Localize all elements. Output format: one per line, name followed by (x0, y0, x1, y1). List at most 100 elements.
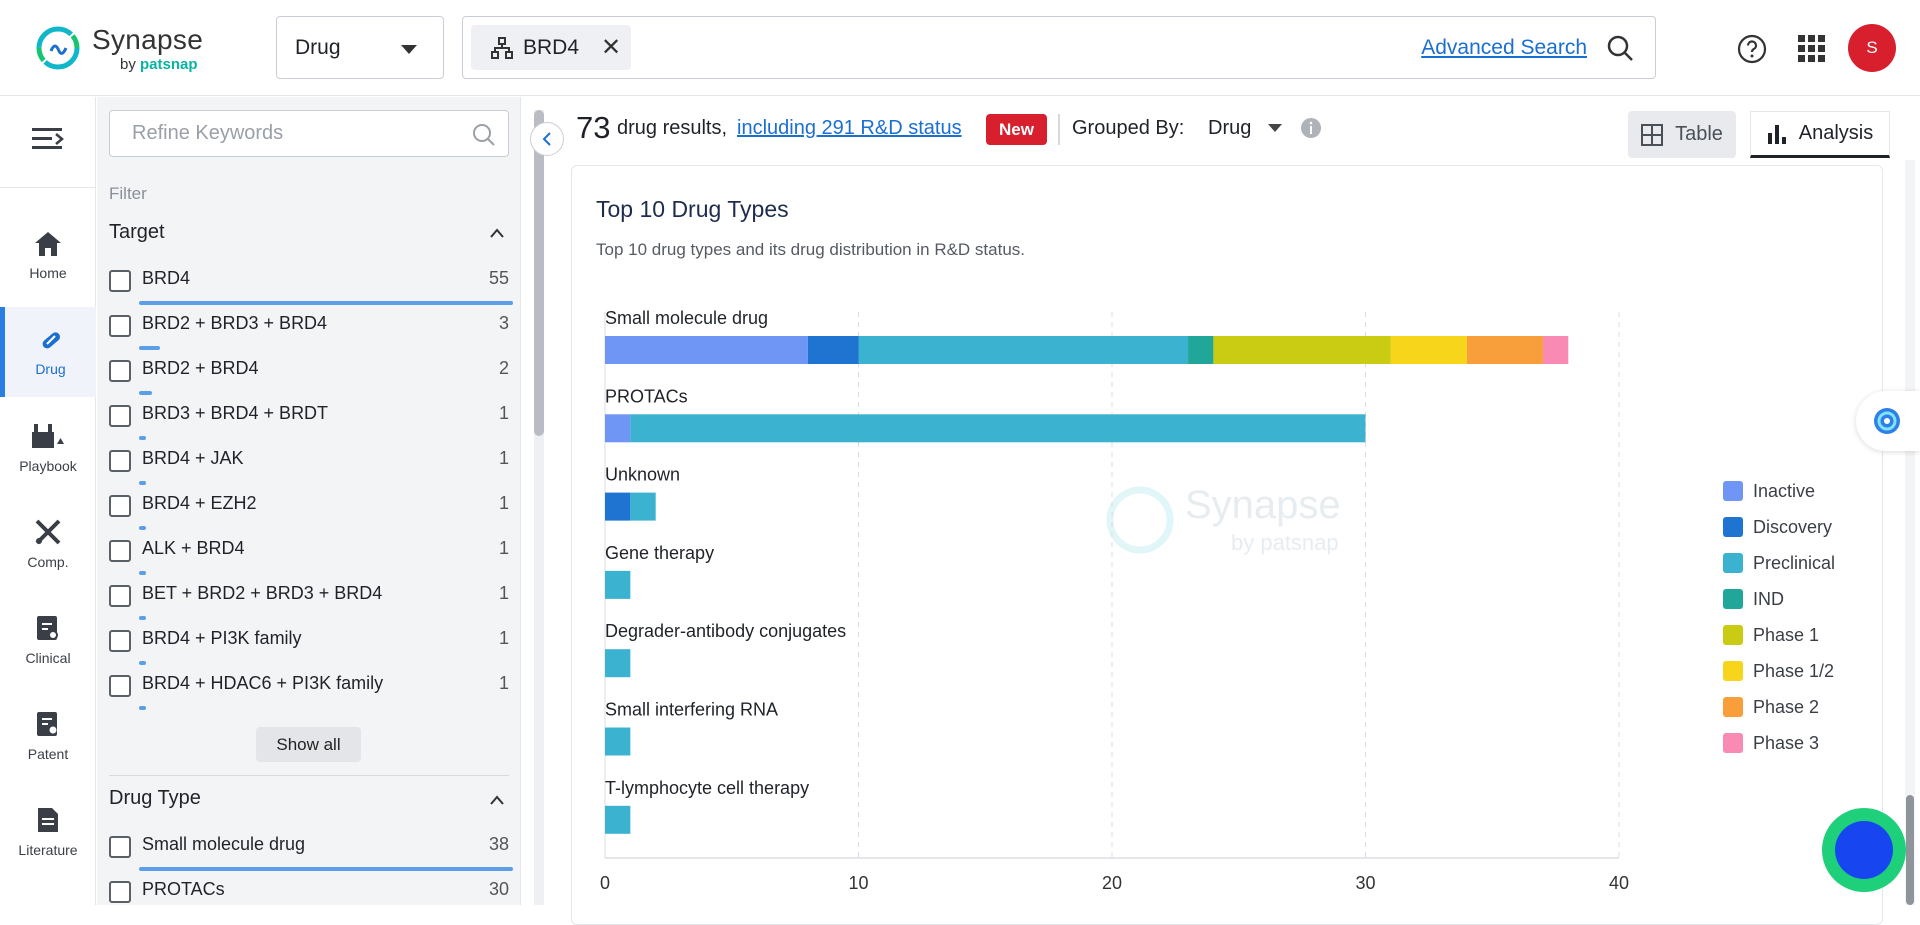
advanced-search-link[interactable]: Advanced Search (1421, 36, 1587, 60)
checkbox[interactable] (109, 836, 131, 858)
legend-item[interactable]: Inactive (1723, 479, 1815, 503)
drug-type-section-title[interactable]: Drug Type (109, 787, 201, 810)
refine-keywords-input[interactable]: Refine Keywords (109, 110, 509, 157)
target-filter-row[interactable]: BRD3 + BRD4 + BRDT1 (109, 399, 509, 444)
bar-segment[interactable] (630, 414, 1365, 442)
checkbox[interactable] (109, 315, 131, 337)
nav-literature[interactable]: Literature (0, 787, 96, 877)
target-filter-row[interactable]: BRD2 + BRD42 (109, 354, 509, 399)
target-filter-row[interactable]: BRD4 + EZH21 (109, 489, 509, 534)
chevron-up-icon[interactable] (489, 227, 505, 239)
checkbox[interactable] (109, 630, 131, 652)
avatar[interactable]: S (1848, 24, 1896, 72)
target-filter-row[interactable]: BRD455 (109, 264, 509, 309)
target-filter-row[interactable]: BRD4 + JAK1 (109, 444, 509, 489)
bar-segment[interactable] (1213, 336, 1390, 364)
x-tick-label: 40 (1609, 873, 1629, 893)
search-icon[interactable] (1605, 33, 1635, 63)
legend-swatch (1723, 661, 1743, 681)
pill-icon (38, 327, 64, 353)
search-icon[interactable] (472, 123, 496, 147)
info-icon[interactable] (1300, 117, 1322, 139)
search-chip[interactable]: BRD4 ✕ (471, 25, 631, 70)
bar-segment[interactable] (605, 728, 630, 756)
collapse-filter-button[interactable] (530, 122, 564, 156)
legend-item[interactable]: Phase 2 (1723, 695, 1819, 719)
nav-playbook[interactable]: Playbook (0, 403, 96, 493)
checkbox[interactable] (109, 495, 131, 517)
legend-item[interactable]: Preclinical (1723, 551, 1835, 575)
checkbox[interactable] (109, 585, 131, 607)
x-tick-label: 30 (1355, 873, 1375, 893)
rd-status-link[interactable]: including 291 R&D status (737, 117, 962, 140)
legend-label: Phase 1 (1753, 625, 1819, 646)
legend-item[interactable]: IND (1723, 587, 1784, 611)
bar-segment[interactable] (1391, 336, 1467, 364)
close-icon[interactable]: ✕ (601, 33, 621, 62)
nav-competition[interactable]: Comp. (0, 499, 96, 589)
drug-type-filter-row[interactable]: PROTACs30 (109, 875, 509, 905)
legend-item[interactable]: Phase 3 (1723, 731, 1819, 755)
apps-grid-icon[interactable] (1798, 35, 1826, 63)
drug-type-filter-row[interactable]: Small molecule drug38 (109, 830, 509, 875)
tab-analysis[interactable]: Analysis (1750, 111, 1890, 158)
checkbox[interactable] (109, 881, 131, 903)
target-filter-bar (139, 481, 146, 485)
legend-item[interactable]: Phase 1/2 (1723, 659, 1834, 683)
target-filter-row[interactable]: BET + BRD2 + BRD3 + BRD41 (109, 579, 509, 624)
page-scrollbar-thumb[interactable] (1906, 795, 1914, 905)
page-scrollbar[interactable] (1905, 160, 1915, 905)
new-badge: New (986, 114, 1047, 145)
search-type-value: Drug (295, 36, 341, 60)
bar-segment[interactable] (605, 806, 630, 834)
bar-segment[interactable] (605, 414, 630, 442)
grouped-by-label: Grouped By: (1072, 117, 1184, 140)
legend-item[interactable]: Phase 1 (1723, 623, 1819, 647)
chart-title: Top 10 Drug Types (596, 196, 789, 223)
show-all-button[interactable]: Show all (256, 727, 361, 762)
bar-segment[interactable] (808, 336, 859, 364)
nav-patent[interactable]: Patent (0, 691, 96, 781)
bar-segment[interactable] (1467, 336, 1543, 364)
legend-item[interactable]: Discovery (1723, 515, 1832, 539)
nav-clinical[interactable]: Clinical (0, 595, 96, 685)
target-filter-row[interactable]: ALK + BRD41 (109, 534, 509, 579)
nav-home[interactable]: Home (0, 211, 96, 301)
target-filter-row[interactable]: BRD2 + BRD3 + BRD43 (109, 309, 509, 354)
help-icon[interactable] (1737, 34, 1767, 64)
watermark-subtext: by patsnap (1231, 530, 1339, 555)
bar-segment[interactable] (859, 336, 1189, 364)
checkbox[interactable] (109, 675, 131, 697)
bar-segment[interactable] (1188, 336, 1213, 364)
target-filter-row[interactable]: BRD4 + HDAC6 + PI3K family1 (109, 669, 509, 714)
bar-segment[interactable] (1543, 336, 1568, 364)
checkbox[interactable] (109, 540, 131, 562)
checkbox[interactable] (109, 270, 131, 292)
synapse-logo-icon[interactable] (34, 24, 82, 72)
target-filter-label: BRD4 + JAK (142, 448, 244, 469)
checkbox[interactable] (109, 405, 131, 427)
refine-keywords-placeholder: Refine Keywords (132, 122, 283, 144)
filter-scrollbar-thumb[interactable] (534, 110, 544, 436)
bar-segment[interactable] (605, 571, 630, 599)
tab-table[interactable]: Table (1628, 111, 1736, 158)
chevron-up-icon[interactable] (489, 794, 505, 806)
nav-drug[interactable]: Drug (0, 307, 96, 397)
category-label: Degrader-antibody conjugates (605, 621, 846, 641)
checkbox[interactable] (109, 360, 131, 382)
search-type-select[interactable]: Drug (276, 16, 444, 79)
caret-down-icon[interactable] (1268, 124, 1282, 132)
bar-segment[interactable] (605, 336, 808, 364)
bar-segment[interactable] (605, 649, 630, 677)
chat-button[interactable] (1822, 808, 1906, 892)
bar-segment[interactable] (605, 493, 630, 521)
target-filter-row[interactable]: BRD4 + PI3K family1 (109, 624, 509, 669)
target-section-title[interactable]: Target (109, 221, 165, 244)
expand-menu-icon[interactable] (32, 127, 64, 151)
divider (1058, 114, 1060, 145)
ai-assistant-button[interactable] (1856, 391, 1920, 451)
checkbox[interactable] (109, 450, 131, 472)
grouped-by-select[interactable]: Drug (1208, 117, 1251, 140)
search-input[interactable]: BRD4 ✕ Advanced Search (462, 16, 1656, 79)
bar-segment[interactable] (630, 493, 655, 521)
